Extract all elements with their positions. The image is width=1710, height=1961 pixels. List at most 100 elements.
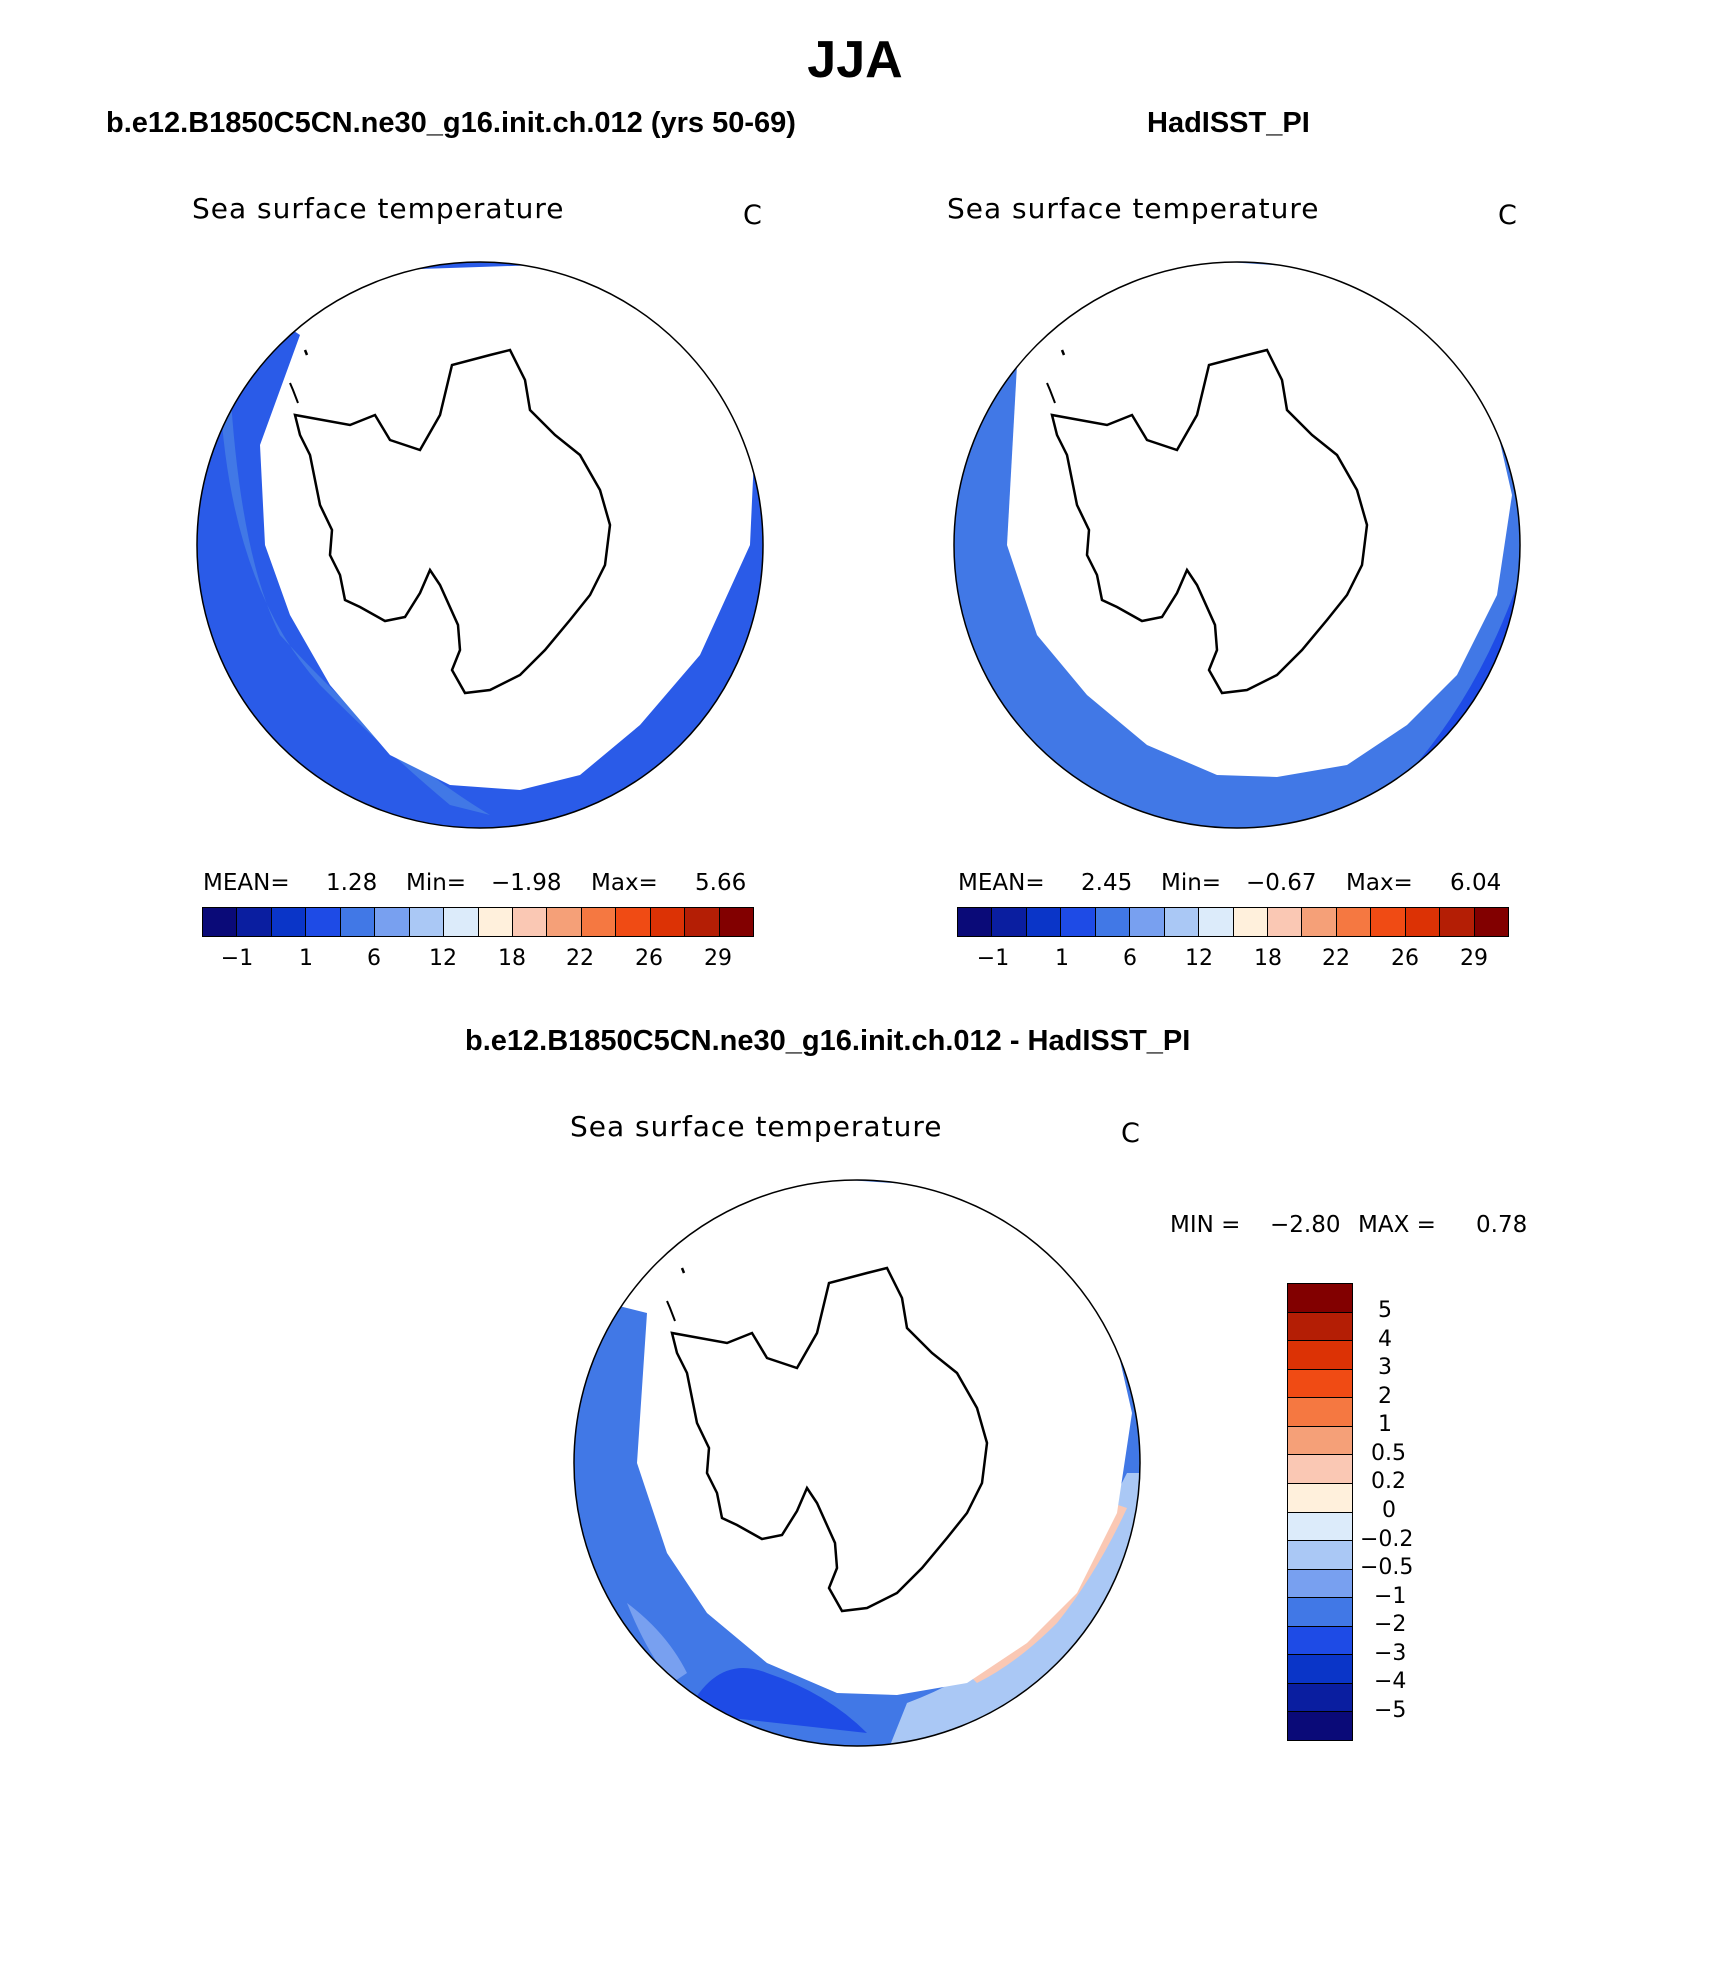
colorbar-swatch	[1288, 1655, 1352, 1684]
obs-colorbar	[957, 907, 1509, 937]
model-panel-title: b.e12.B1850C5CN.ne30_g16.init.ch.012 (yr…	[106, 107, 796, 139]
colorbar-swatch	[1095, 908, 1131, 936]
model-colorbar-tick: 12	[429, 946, 457, 971]
diff-colorbar-tick: 4	[1378, 1327, 1392, 1352]
colorbar-swatch	[1474, 908, 1508, 936]
model-colorbar-tick: 26	[635, 946, 663, 971]
diff-colorbar-tick: −1	[1374, 1584, 1407, 1609]
model-antarctica-fill	[300, 310, 610, 695]
model-map-boundary	[196, 261, 764, 829]
colorbar-swatch	[478, 908, 513, 936]
model-mean-label: MEAN=	[203, 870, 290, 896]
diff-antarctica-coast	[670, 1266, 989, 1613]
diff-colorbar-tick: 1	[1378, 1412, 1392, 1437]
colorbar-swatch	[547, 908, 582, 936]
obs-antarctica-fill	[1057, 310, 1367, 695]
model-colorbar-tick: −1	[220, 946, 254, 971]
colorbar-swatch	[685, 908, 720, 936]
diff-max-value: 0.78	[1476, 1212, 1528, 1238]
colorbar-swatch	[271, 908, 307, 936]
colorbar-swatch	[1288, 1712, 1352, 1740]
diff-units-label: C	[1121, 1118, 1140, 1149]
colorbar-swatch	[1288, 1483, 1352, 1513]
colorbar-swatch	[1199, 908, 1234, 936]
diff-peninsula-islands	[666, 1300, 676, 1322]
diff-weak-cold-area	[627, 1603, 687, 1683]
obs-colorbar-tick: 26	[1391, 946, 1419, 971]
colorbar-swatch	[1233, 908, 1268, 936]
obs-antarctica-coast	[1050, 348, 1369, 695]
colorbar-swatch	[1130, 908, 1165, 936]
diff-colorbar	[1287, 1283, 1353, 1741]
colorbar-swatch	[616, 908, 651, 936]
obs-mean-value: 2.45	[1081, 870, 1133, 896]
colorbar-swatch	[409, 908, 445, 936]
obs-map-boundary	[953, 261, 1521, 829]
colorbar-swatch	[719, 908, 753, 936]
colorbar-swatch	[992, 908, 1027, 936]
obs-colorbar-tick: 6	[1123, 946, 1137, 971]
model-colorbar-tick: 29	[704, 946, 732, 971]
diff-colorbar-tick: 3	[1378, 1355, 1392, 1380]
colorbar-swatch	[1164, 908, 1200, 936]
obs-min-label: Min=	[1161, 870, 1222, 896]
diff-colorbar-tick: 0.5	[1371, 1441, 1406, 1466]
colorbar-swatch	[1288, 1341, 1352, 1370]
colorbar-swatch	[1288, 1398, 1352, 1427]
colorbar-swatch	[581, 908, 617, 936]
diff-colorbar-tick: 5	[1378, 1298, 1392, 1323]
colorbar-swatch	[1026, 908, 1062, 936]
obs-max-label: Max=	[1346, 870, 1413, 896]
diff-colorbar-tick: 0.2	[1371, 1469, 1406, 1494]
colorbar-swatch	[650, 908, 686, 936]
diff-colorbar-tick: −3	[1374, 1641, 1407, 1666]
diff-map-boundary	[573, 1179, 1141, 1747]
diff-min-label: MIN =	[1170, 1212, 1241, 1238]
colorbar-swatch	[375, 908, 410, 936]
model-colorbar	[202, 907, 754, 937]
model-antarctica-coast	[293, 348, 612, 695]
obs-polar-map	[953, 261, 1521, 829]
colorbar-swatch	[1336, 908, 1372, 936]
colorbar-swatch	[1302, 908, 1337, 936]
obs-colorbar-tick: 1	[1055, 946, 1069, 971]
diff-antarctica-fill	[677, 1228, 987, 1613]
model-island-mark	[303, 349, 309, 356]
obs-peninsula-islands	[1046, 382, 1056, 404]
colorbar-swatch	[1440, 908, 1475, 936]
obs-colorbar-tick: −1	[976, 946, 1010, 971]
colorbar-swatch	[512, 908, 548, 936]
colorbar-swatch	[444, 908, 479, 936]
obs-colorbar-tick: 12	[1185, 946, 1213, 971]
model-min-label: Min=	[406, 870, 467, 896]
diff-min-value: −2.80	[1270, 1212, 1341, 1238]
colorbar-swatch	[958, 908, 993, 936]
diff-colorbar-tick: −0.2	[1360, 1527, 1414, 1552]
colorbar-swatch	[340, 908, 376, 936]
obs-mean-label: MEAN=	[958, 870, 1045, 896]
colorbar-swatch	[1371, 908, 1406, 936]
colorbar-swatch	[1288, 1455, 1352, 1484]
colorbar-swatch	[1405, 908, 1441, 936]
colorbar-swatch	[1288, 1284, 1352, 1313]
obs-island-mark	[1060, 349, 1066, 356]
model-polar-map	[196, 261, 764, 829]
obs-colorbar-tick: 18	[1254, 946, 1282, 971]
colorbar-swatch	[1288, 1683, 1352, 1713]
model-peninsula-islands	[289, 382, 299, 404]
model-units-label: C	[743, 200, 762, 231]
obs-colorbar-tick: 29	[1460, 946, 1488, 971]
colorbar-swatch	[1061, 908, 1096, 936]
colorbar-swatch	[1288, 1312, 1352, 1342]
model-colorbar-tick: 6	[367, 946, 381, 971]
diff-max-label: MAX =	[1358, 1212, 1436, 1238]
model-colorbar-tick: 18	[498, 946, 526, 971]
diff-colorbar-tick: 2	[1378, 1384, 1392, 1409]
model-max-label: Max=	[591, 870, 658, 896]
colorbar-swatch	[237, 908, 272, 936]
obs-variable-label: Sea surface temperature	[947, 192, 1320, 225]
diff-colorbar-tick: −4	[1374, 1669, 1407, 1694]
colorbar-swatch	[1288, 1541, 1352, 1570]
diff-panel-title: b.e12.B1850C5CN.ne30_g16.init.ch.012 - H…	[465, 1025, 1191, 1057]
model-variable-label: Sea surface temperature	[192, 192, 565, 225]
